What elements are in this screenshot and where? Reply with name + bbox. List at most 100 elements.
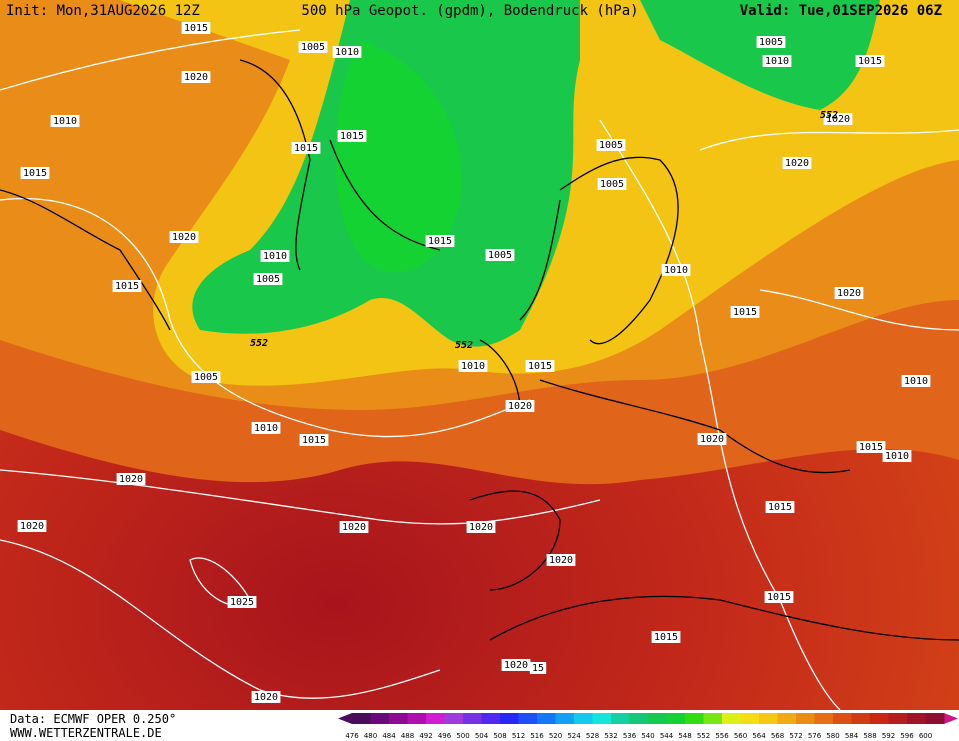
contour-label: 552 [250,338,268,349]
isobar-label: 1020 [254,692,278,703]
coastline [469,490,561,591]
colorbar-label: 484 [382,732,396,740]
colorbar-swatch [555,713,575,724]
isobar-label: 1015 [858,56,882,67]
colorbar-label: 588 [863,732,876,740]
map [0,0,959,711]
isobar-label-box [251,691,281,703]
isobar-labels: 1015 1020 1005 1010 1010 1015 1015 1015 1020 1010… [17,22,931,703]
isobar-label-box [485,249,515,261]
isobar-label: 1020 [508,401,532,412]
isobar-label: 1005 [759,37,783,48]
isobar-label: 1015 [302,435,326,446]
isobar-label: 1005 [599,140,623,151]
isobar-label-box [651,631,681,643]
isobar-label: 1015 [115,281,139,292]
colorbar-swatch [722,713,741,724]
isobar-label: 1005 [256,274,280,285]
isobar-label-box [834,287,864,299]
isobar-label: 1015 [184,23,208,34]
colorbar: 476 480 484 488 492 496 500 504 508 512 516 520 524 5… [338,713,958,740]
isobar-label: 1005 [194,372,218,383]
isobar-label: 1015 [767,592,791,603]
isobar-label-box [525,360,555,372]
isobar-label-box [251,422,281,434]
isobar-label: 1015 [733,307,757,318]
isobar-label-box [50,115,80,127]
isobar-label: 1015 [654,632,678,643]
isobar [0,197,531,438]
isobar-label-box [697,433,727,445]
colorbar-label: 596 [900,732,914,740]
isobar-label-box [730,306,760,318]
isobar-label: 1010 [885,451,909,462]
colorbar-label: 516 [530,732,544,740]
colorbar-swatch [648,713,667,724]
colorbar-swatch [500,713,519,724]
colorbar-label: 580 [826,732,839,740]
isobar-label: 1010 [461,361,485,372]
isobar-label: 1005 [600,179,624,190]
isobar-label: 1020 [700,434,724,445]
colorbar-label: 480 [364,732,377,740]
isobar-label-box [501,659,531,671]
isobar-label: 1020 [469,522,493,533]
isobar-label-box [191,371,221,383]
isobar-label-box [299,434,329,446]
isobar-label: 1010 [53,116,77,127]
colorbar-swatch [574,713,593,724]
colorbar-label: 552 [697,732,710,740]
colorbar-swatch [777,713,797,724]
colorbar-swatch [426,713,445,724]
isobar-label: 1010 [263,251,287,262]
colorbar-label: 476 [345,732,359,740]
colorbar-label: 496 [438,732,452,740]
colorbar-swatch [370,713,390,724]
colorbar-label: 512 [512,732,525,740]
isobar-label-box [597,178,627,190]
isobar-label-box [227,596,257,608]
isobar-label-box [764,591,794,603]
colorbar-label: 504 [475,732,489,740]
isobar-label-box [823,113,853,125]
isobar [0,539,441,699]
isobar-label-box [756,36,786,48]
isobar-label-box [901,375,931,387]
isobar-label-box [425,235,455,247]
isobar-label-box [765,501,795,513]
isobar-label-box [596,139,626,151]
isobar-label-box [855,55,885,67]
colorbar-label: 536 [623,732,637,740]
colorbar-label: 540 [641,732,654,740]
colorbar-swatch [407,713,427,724]
isobar-label-box [882,450,912,462]
isobar-label-box [505,400,535,412]
colorbar-swatch [611,713,630,724]
colorbar-swatch [444,713,464,724]
isobar-label: 1020 [504,660,528,671]
colorbar-swatch [814,713,834,724]
coastline [489,595,959,641]
isobar-label-box [116,473,146,485]
isobar-label: 1020 [837,288,861,299]
contour-label: 552 [455,340,473,351]
colorbar-swatch [833,713,852,724]
isobar-label-box [661,264,691,276]
map-title: 500 hPa Geopot. (gpdm), Bodendruck (hPa) [301,3,638,19]
colorbar-swatch [481,713,501,724]
isobar-label-box [260,250,290,262]
colorbar-swatch [759,713,778,724]
colorbar-label: 544 [660,732,674,740]
colorbar-label: 564 [752,732,766,740]
isobar-label-box [17,520,47,532]
colorbar-label: 532 [604,732,617,740]
colorbar-swatch [740,713,760,724]
green-zone-2 [640,0,880,110]
isobar-label-box [546,554,576,566]
colorbar-swatch [851,713,871,724]
isobar-label: 1015 [340,131,364,142]
colorbar-label: 572 [789,732,802,740]
isobar-label-box [291,142,321,154]
isobar-label-box [253,273,283,285]
